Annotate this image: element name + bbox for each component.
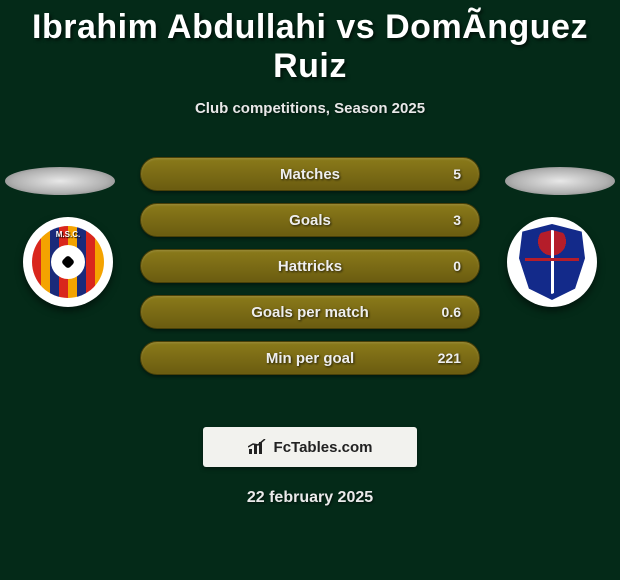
stat-bar-mpg: Min per goal 221 — [140, 341, 480, 375]
stat-bar-gpm: Goals per match 0.6 — [140, 295, 480, 329]
stat-bar-goals: Goals 3 — [140, 203, 480, 237]
right-team-crest — [507, 217, 597, 307]
stat-label: Min per goal — [141, 350, 479, 367]
stat-value: 221 — [438, 350, 461, 366]
subtitle: Club competitions, Season 2025 — [0, 100, 620, 117]
left-platform — [5, 167, 115, 195]
brand-card[interactable]: FcTables.com — [203, 427, 417, 467]
page-title: Ibrahim Abdullahi vs DomÃ­nguez Ruiz — [0, 0, 620, 86]
msc-stripes: M.S.C. — [32, 226, 104, 298]
stat-value: 5 — [453, 166, 461, 182]
bar-chart-icon — [248, 439, 268, 455]
stat-value: 0.6 — [442, 304, 461, 320]
left-team-crest: M.S.C. — [23, 217, 113, 307]
msc-label: M.S.C. — [32, 230, 104, 239]
stat-label: Goals per match — [141, 304, 479, 321]
date-label: 22 february 2025 — [0, 489, 620, 507]
stat-value: 3 — [453, 212, 461, 228]
brand-text: FcTables.com — [274, 439, 373, 456]
right-platform — [505, 167, 615, 195]
soccer-ball-icon — [51, 245, 85, 279]
stat-value: 0 — [453, 258, 461, 274]
stat-bar-hattricks: Hattricks 0 — [140, 249, 480, 283]
stats-bars: Matches 5 Goals 3 Hattricks 0 Goals per … — [140, 157, 480, 387]
comparison-arena: M.S.C. Matches 5 Goals 3 Hattricks 0 Goa… — [0, 157, 620, 407]
ccp-shield-icon — [519, 224, 585, 300]
stat-label: Goals — [141, 212, 479, 229]
stat-label: Hattricks — [141, 258, 479, 275]
stat-label: Matches — [141, 166, 479, 183]
stat-bar-matches: Matches 5 — [140, 157, 480, 191]
